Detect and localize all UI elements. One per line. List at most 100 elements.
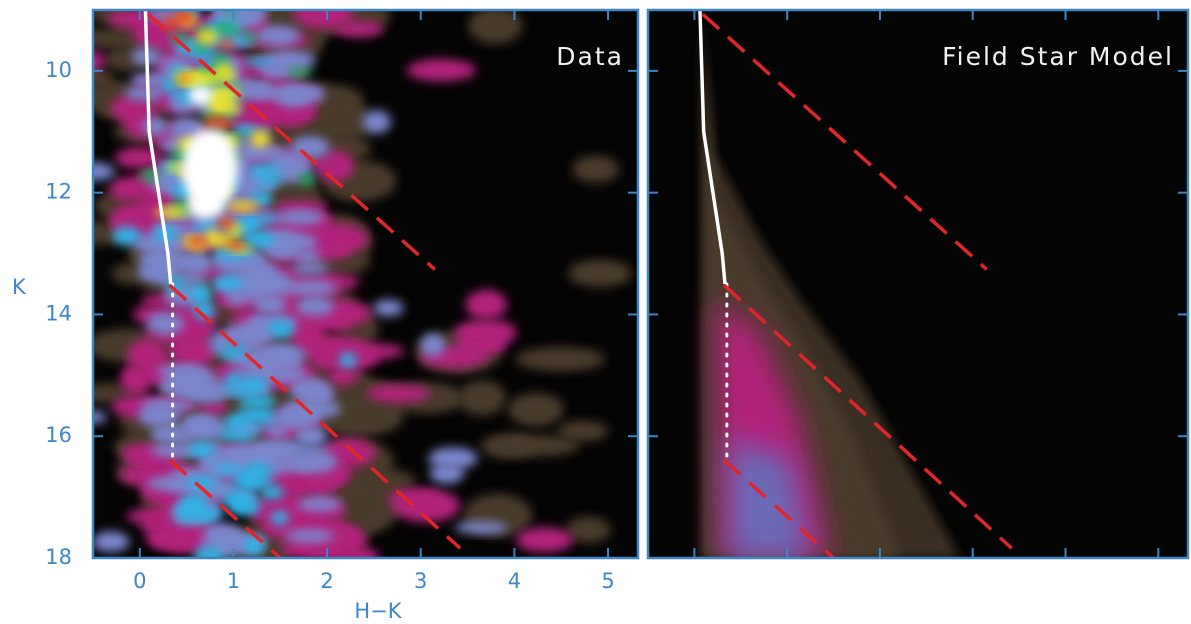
density-blob	[373, 299, 404, 317]
density-blob	[212, 276, 245, 290]
density-blob	[147, 264, 180, 277]
density-blob	[295, 296, 334, 317]
density-blob	[298, 172, 317, 186]
x-tick-label: 3	[414, 569, 427, 593]
density-blob	[312, 150, 355, 182]
density-blob	[254, 344, 297, 362]
density-blob	[225, 241, 246, 251]
line	[147, 12, 436, 271]
density-blob	[141, 117, 169, 136]
panel	[698, 10, 1013, 558]
density-blob	[292, 84, 325, 104]
density-blob	[297, 496, 341, 512]
density-blob	[127, 338, 168, 372]
density-blob	[238, 476, 274, 488]
density-blob	[213, 117, 232, 130]
density-blob	[264, 423, 290, 438]
density-blob	[193, 41, 210, 53]
density-blob	[454, 319, 517, 347]
density-blob	[178, 74, 191, 82]
density-blob	[225, 12, 238, 19]
density-blob	[214, 63, 233, 78]
density-blob	[276, 209, 325, 225]
density-blob	[194, 219, 216, 230]
axes-frame	[646, 8, 1190, 560]
density-blob	[268, 320, 294, 339]
density-blob	[43, 20, 90, 41]
density-blob	[208, 97, 232, 115]
density-blob	[257, 272, 294, 297]
density-blob	[287, 67, 313, 78]
y-tick-label: 14	[45, 301, 72, 325]
density-blob	[93, 531, 130, 552]
density-blob	[251, 212, 281, 224]
density-blob	[293, 425, 328, 448]
density-blob	[284, 529, 335, 543]
density-blob	[256, 25, 301, 46]
density-blob	[406, 59, 476, 82]
density-blob	[263, 232, 318, 253]
density-blob	[215, 25, 243, 35]
density-blob	[246, 496, 307, 518]
density-map	[43, 10, 632, 558]
density-blob	[230, 125, 256, 136]
x-tick-label: 2	[320, 569, 333, 593]
line	[701, 12, 988, 271]
density-blob	[507, 392, 564, 427]
density-blob	[288, 318, 325, 353]
density-blob	[244, 32, 257, 43]
density-blob	[180, 12, 193, 22]
density-blob	[137, 404, 181, 428]
density-peak	[182, 128, 239, 209]
density-blob	[218, 428, 256, 441]
line	[168, 458, 282, 558]
density-blob	[290, 262, 330, 275]
density-blob	[243, 537, 265, 556]
density-blob	[196, 400, 229, 416]
density-blob	[243, 57, 274, 67]
density-blob	[160, 79, 181, 94]
density-blob	[295, 250, 321, 264]
density-blob	[155, 364, 206, 377]
density-blob	[184, 418, 212, 430]
density-blob	[163, 17, 178, 30]
density-blob	[362, 110, 391, 134]
density-blob	[339, 352, 357, 368]
density-blob	[565, 516, 611, 543]
density-map	[700, 14, 960, 558]
density-blob	[223, 490, 254, 509]
density-blob	[264, 366, 307, 383]
density-blob	[110, 94, 156, 123]
density-blob	[193, 301, 215, 320]
y-tick-label: 10	[45, 58, 72, 82]
density-blob	[93, 50, 106, 72]
density-blob	[124, 86, 164, 101]
line	[143, 10, 173, 285]
density-blob	[458, 380, 506, 416]
density-blob	[237, 395, 277, 409]
density-blob	[270, 510, 289, 526]
x-tick-label: 0	[133, 569, 146, 593]
density-blob	[292, 10, 354, 30]
density-blob	[247, 164, 282, 177]
x-tick-label: 1	[227, 569, 240, 593]
density-blob	[253, 440, 309, 457]
y-axis-label: K	[12, 275, 27, 299]
density-blob	[193, 547, 225, 558]
y-tick-label: 16	[45, 423, 72, 447]
density-blob	[259, 485, 284, 500]
density-peak	[188, 85, 213, 106]
density-blob	[189, 442, 216, 458]
density-blob	[568, 259, 632, 288]
density-blob	[187, 236, 208, 247]
density-blob	[179, 493, 209, 512]
density-blob	[218, 38, 235, 49]
density-blob	[572, 155, 620, 183]
density-blob	[283, 280, 337, 296]
y-tick-label: 18	[45, 545, 72, 569]
density-blob	[557, 420, 609, 442]
density-peak	[187, 190, 224, 219]
x-tick-label: 4	[508, 569, 521, 593]
density-blob	[250, 131, 271, 147]
